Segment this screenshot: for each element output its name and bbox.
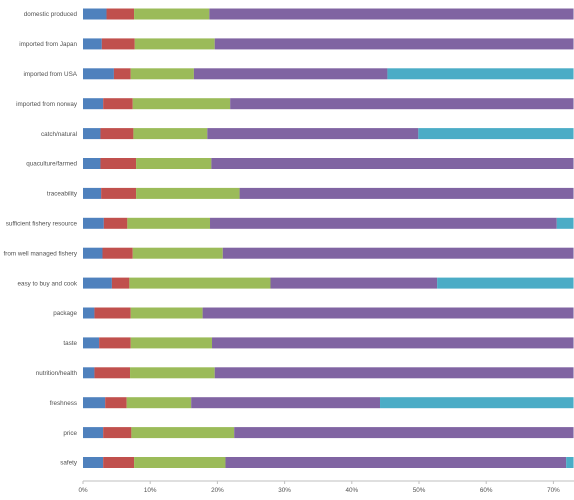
bar-segment [113,68,131,80]
bar-segment [556,217,574,229]
bar-segment [210,217,557,229]
bar-segment [83,128,101,140]
bar-segment [202,307,574,319]
bar-segment [83,8,107,20]
bar-segment [211,158,574,169]
bar-segment [132,98,231,110]
bar-group [83,8,574,468]
bar-segment [83,397,106,409]
bar-segment [83,367,95,379]
x-tick-label: 20% [211,487,224,494]
x-tick-label: 40% [345,487,358,494]
category-label: package [53,310,77,317]
bar-segment [83,457,104,468]
bar-segment [83,38,102,50]
category-label: sufficient fishery resource [6,221,78,228]
bar-segment [136,187,240,199]
x-tick-label: 30% [278,487,291,494]
category-label: taste [63,340,77,347]
bar-segment [225,457,567,468]
category-label: imported from USA [23,71,77,78]
bar-segment [212,337,574,349]
category-label: price [63,430,77,437]
bar-segment [83,277,112,289]
bar-segment [130,367,215,379]
category-label: from well managed fishery [4,250,78,257]
bar-segment [83,307,95,319]
bar-segment [214,367,574,379]
x-tick-label: 50% [413,487,426,494]
bar-segment [134,457,226,468]
bar-segment [136,158,212,169]
category-label: catch/natural [41,131,77,138]
bar-segment [387,68,574,80]
category-labels: domestic produced imported from Japan impo… [4,11,78,467]
bar-segment [102,247,133,259]
bar-segment [83,68,114,80]
bar-segment [134,38,215,50]
bar-segment [83,98,104,110]
bar-segment [83,217,104,229]
category-label: easy to buy and cook [17,280,77,287]
bar-segment [129,277,271,289]
bar-segment [380,397,574,409]
bar-segment [131,427,235,439]
bar-segment [130,68,194,80]
category-label: quaculture/farmed [26,161,77,168]
bar-segment [83,247,103,259]
bar-segment [83,337,100,349]
bar-segment [83,427,104,439]
bar-segment [193,68,388,80]
bar-segment [101,187,137,199]
category-label: freshness [50,400,77,407]
bar-segment [99,337,131,349]
bar-segment [418,128,574,140]
x-tick-label: 70% [547,487,560,494]
x-tick-label: 10% [144,487,157,494]
category-label: safety [60,460,78,467]
category-label: imported from Japan [19,41,77,48]
bar-segment [126,397,192,409]
bar-segment [239,187,574,199]
bar-segment [100,158,137,169]
bar-segment [94,307,131,319]
bar-segment [100,128,134,140]
bar-segment [83,158,101,169]
bar-segment [207,128,419,140]
bar-segment [83,187,102,199]
bar-segment [103,217,128,229]
bar-segment [214,38,574,50]
bar-segment [437,277,574,289]
bar-segment [134,8,210,20]
bar-segment [230,98,574,110]
x-axis-ticks: 0% 10% 20% 30% 40% 50% 60% 70% [78,481,560,494]
bar-segment [191,397,381,409]
bar-segment [234,427,574,439]
x-tick-label: 0% [78,487,88,494]
bar-segment [127,217,211,229]
category-label: nutrition/health [36,370,78,377]
bar-segment [106,8,135,20]
bar-segment [209,8,574,20]
bar-segment [94,367,131,379]
bar-segment [222,247,574,259]
bar-segment [103,427,132,439]
bar-segment [270,277,438,289]
bar-segment [101,38,135,50]
bar-segment [566,457,574,468]
category-label: traceability [47,191,78,198]
x-tick-label: 60% [480,487,493,494]
bar-segment [130,337,213,349]
category-label: domestic produced [24,11,78,18]
bar-segment [133,128,208,140]
bar-segment [105,397,127,409]
bar-segment [103,98,133,110]
bar-segment [132,247,223,259]
bar-segment [103,457,135,468]
bar-segment [130,307,203,319]
category-label: imported from norway [16,101,78,108]
bar-segment [111,277,130,289]
